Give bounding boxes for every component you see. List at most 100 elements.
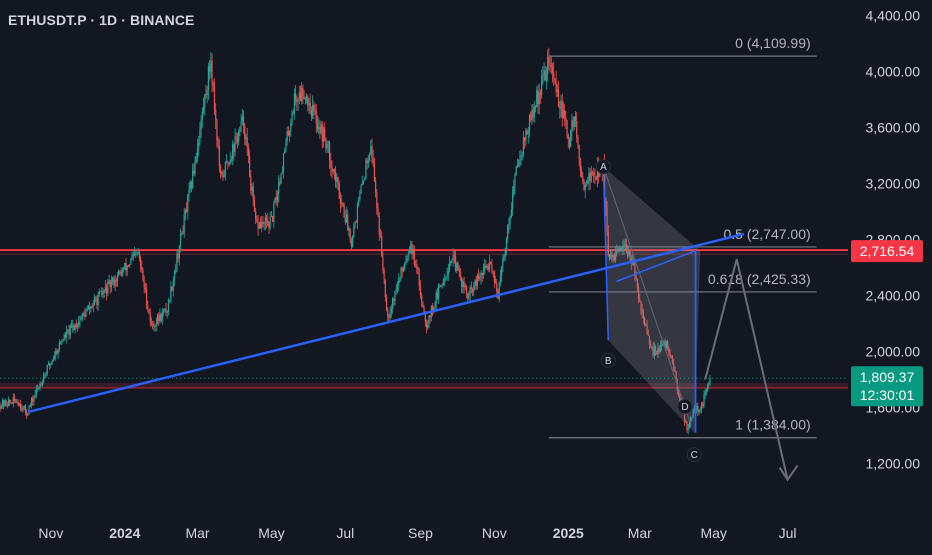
candle-body <box>39 384 41 388</box>
candle-body <box>252 186 254 200</box>
candle-body <box>356 204 359 222</box>
candle-body <box>0 404 1 409</box>
candle-body <box>431 305 434 311</box>
candle <box>41 379 44 387</box>
candle <box>685 419 687 423</box>
candle-body <box>628 250 630 256</box>
candle-body <box>162 310 165 313</box>
candle <box>68 325 70 340</box>
symbol-title: ETHUSDT.P · 1D · BINANCE <box>8 12 195 28</box>
candle-body <box>616 250 618 254</box>
candle-body <box>202 107 205 112</box>
candle-body <box>378 216 380 235</box>
candle-body <box>343 205 345 218</box>
candle <box>674 366 676 373</box>
candle <box>139 255 142 272</box>
candle-body <box>473 285 475 292</box>
candle <box>331 160 333 179</box>
candle-body <box>503 256 505 259</box>
candle <box>588 167 590 191</box>
candle-body <box>185 209 188 212</box>
candle <box>659 340 661 353</box>
candle <box>164 308 166 313</box>
candle-body <box>97 293 99 306</box>
candle <box>660 340 663 352</box>
candle-body <box>627 251 629 256</box>
candle <box>327 140 329 153</box>
candle <box>194 155 196 177</box>
candle-body <box>273 202 275 222</box>
pattern-edge-ab <box>602 166 610 341</box>
candle-body <box>521 155 523 156</box>
candle <box>707 383 709 392</box>
candle-body <box>79 319 81 322</box>
candle-body <box>93 297 96 306</box>
candle <box>159 308 161 324</box>
candle-body <box>108 280 110 282</box>
candle <box>78 315 80 329</box>
candle <box>452 248 454 267</box>
candle-body <box>411 243 413 254</box>
candle-body <box>150 321 153 325</box>
candle-body <box>169 300 171 302</box>
candle-body <box>705 390 708 392</box>
candle <box>405 255 407 266</box>
candle-body <box>342 203 344 206</box>
candle-body <box>245 137 247 140</box>
candle <box>66 325 68 344</box>
pattern-point-d <box>677 399 693 414</box>
candle-body <box>364 178 366 181</box>
candle-body <box>256 219 258 223</box>
candle <box>58 339 60 353</box>
candle-body <box>182 233 184 235</box>
candle-body <box>6 405 8 407</box>
candle-body <box>693 408 695 412</box>
candle-body <box>13 397 16 401</box>
candle <box>112 276 114 286</box>
candle-body <box>190 181 193 188</box>
candle <box>435 289 437 311</box>
candle-body <box>608 254 611 259</box>
candle-body <box>673 363 675 367</box>
candle <box>394 290 396 306</box>
candle <box>376 189 378 215</box>
candle-body <box>154 325 156 327</box>
candle-body <box>349 228 351 240</box>
candle-body <box>438 285 440 299</box>
candle <box>59 340 62 345</box>
candle <box>440 285 442 288</box>
candle-body <box>120 271 122 276</box>
candle-body <box>139 257 142 267</box>
candle-body <box>674 366 676 372</box>
candle-body <box>394 290 396 302</box>
candle-body <box>389 311 391 319</box>
candle-body <box>620 248 623 249</box>
candle <box>391 296 394 314</box>
candle-body <box>309 102 311 111</box>
candle-body <box>470 287 472 290</box>
candle <box>454 249 457 273</box>
candle <box>206 86 208 104</box>
candle-body <box>313 105 315 111</box>
candle <box>415 259 417 268</box>
candle-body <box>146 289 148 306</box>
candle-body <box>166 312 168 313</box>
candle-body <box>447 270 449 275</box>
candle-body <box>103 290 105 293</box>
candle <box>543 62 545 83</box>
candle-body <box>436 292 439 299</box>
candle <box>158 312 160 326</box>
candle-body <box>72 325 74 328</box>
candle <box>504 247 506 261</box>
candle <box>282 152 285 179</box>
candle-body <box>354 221 356 228</box>
candle <box>246 127 248 156</box>
candle-body <box>175 270 177 273</box>
candle-body <box>351 236 354 247</box>
candle-body <box>46 364 48 374</box>
candle-body <box>640 301 642 310</box>
candle <box>296 95 298 111</box>
candle-body <box>62 340 64 342</box>
